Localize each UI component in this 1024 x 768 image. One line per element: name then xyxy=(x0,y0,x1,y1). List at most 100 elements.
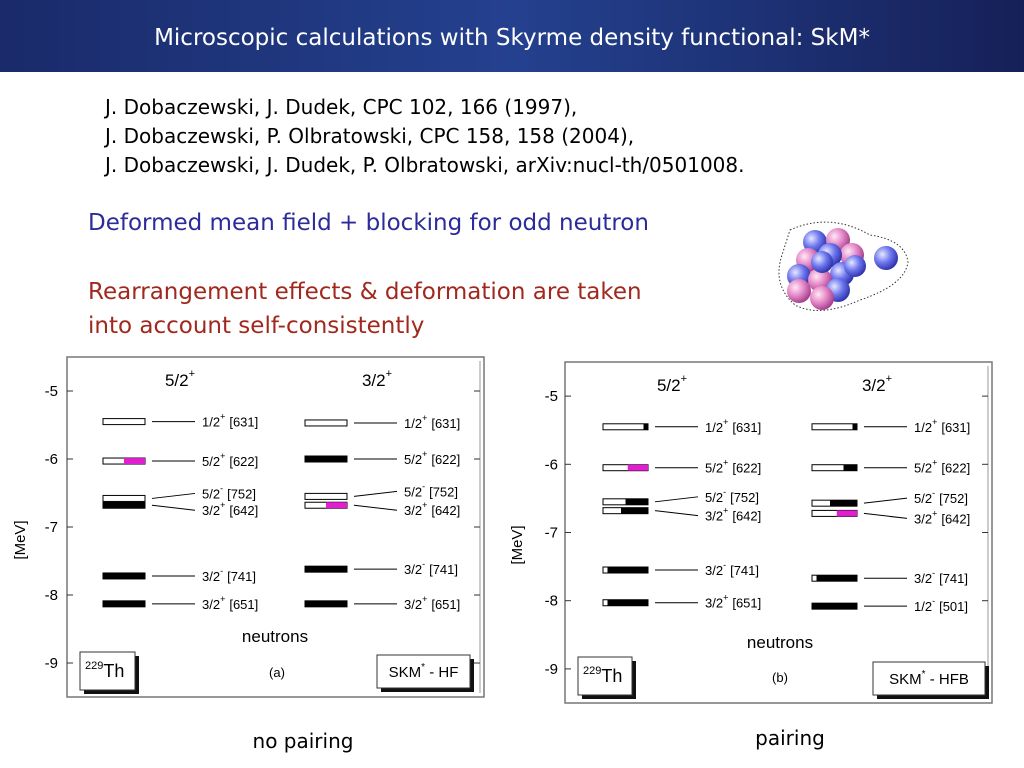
level-label: 1/2+ [631] xyxy=(914,417,970,435)
level-occupation xyxy=(836,510,857,517)
spin: 3/2 xyxy=(404,562,422,577)
parity: + xyxy=(386,368,392,380)
y-tick-label: -8 xyxy=(45,587,58,604)
caption: no pairing xyxy=(253,729,354,753)
spin: 5/2 xyxy=(404,484,422,499)
level-connector xyxy=(353,504,398,511)
parity: + xyxy=(422,449,427,459)
parity: + xyxy=(220,594,225,604)
element: Th xyxy=(601,666,622,686)
y-axis-label: [MeV] xyxy=(509,525,526,564)
parity: + xyxy=(932,417,937,427)
y-tick-label: -6 xyxy=(45,451,58,468)
nucleus-label: 229Th xyxy=(583,665,622,686)
level-connector xyxy=(863,512,908,519)
level-occupation xyxy=(607,567,648,574)
spin: 3/2 xyxy=(202,569,220,584)
nilsson: [741] xyxy=(227,569,256,584)
level-occupation xyxy=(627,464,648,471)
reference: J. Dobaczewski, J. Dudek, CPC 102, 166 (… xyxy=(103,95,577,119)
level-label: 3/2+ [642] xyxy=(705,506,761,524)
nucleus-label: 229Th xyxy=(85,660,124,681)
level-bar xyxy=(811,423,858,431)
spin: 3/2 xyxy=(914,511,932,526)
slide-title: Microscopic calculations with Skyrme den… xyxy=(154,25,870,51)
column-title: 3/2+ xyxy=(862,373,892,395)
level-bar xyxy=(304,419,348,427)
nilsson: [642] xyxy=(732,509,761,524)
column-title: 5/2+ xyxy=(165,368,195,390)
nilsson: [631] xyxy=(732,420,761,435)
level-occupation xyxy=(305,456,347,462)
level-occupation xyxy=(607,599,648,606)
spin: 5/2 xyxy=(165,371,189,390)
spin: 1/2 xyxy=(202,415,220,430)
level-occupation xyxy=(852,423,857,430)
level-bar xyxy=(602,423,649,431)
y-tick-label: -8 xyxy=(545,593,558,610)
parity: + xyxy=(932,458,937,468)
model-star: * xyxy=(421,662,425,673)
level-occupation xyxy=(326,502,347,509)
y-tick-label: -9 xyxy=(545,661,558,678)
parity: - xyxy=(220,483,223,493)
level-label: 1/2- [501] xyxy=(914,596,968,614)
nilsson: [642] xyxy=(229,503,258,518)
model-box xyxy=(872,661,986,696)
model-label: SKM* - HF xyxy=(389,662,459,681)
level-label: 5/2+ [622] xyxy=(914,458,970,476)
nilsson: [622] xyxy=(732,461,761,476)
spin: 5/2 xyxy=(914,491,932,506)
panel-tag: (b) xyxy=(772,670,788,685)
spin: 5/2 xyxy=(202,454,220,469)
model-label: SKM* - HFB xyxy=(889,669,969,688)
spin: 3/2 xyxy=(404,503,422,518)
spin: 5/2 xyxy=(914,461,932,476)
level-label: 5/2+ [622] xyxy=(705,458,761,476)
nilsson: [752] xyxy=(730,490,759,505)
model-name: SKM xyxy=(389,664,422,681)
spin: 3/2 xyxy=(705,563,723,578)
level-label: 3/2- [741] xyxy=(404,559,458,577)
level-occupation xyxy=(816,575,857,582)
nilsson: [622] xyxy=(941,461,970,476)
level-label: 3/2+ [642] xyxy=(202,500,258,518)
nilsson: [631] xyxy=(941,420,970,435)
parity: + xyxy=(220,412,225,422)
spin: 1/2 xyxy=(404,416,422,431)
level-occupation xyxy=(305,600,347,607)
parity: - xyxy=(723,487,726,497)
level-label: 5/2- [752] xyxy=(202,483,256,501)
level-connector xyxy=(654,496,699,503)
level-label: 3/2+ [651] xyxy=(404,594,460,612)
nilsson: [631] xyxy=(229,415,258,430)
level-occupation xyxy=(103,572,145,579)
level-label: 5/2- [752] xyxy=(705,487,759,505)
y-tick-label: -5 xyxy=(45,383,58,400)
level-connector xyxy=(151,504,196,511)
nilsson: [622] xyxy=(431,452,460,467)
parity: + xyxy=(422,594,427,604)
parity: - xyxy=(932,568,935,578)
note-red: Rearrangement effects & deformation are … xyxy=(88,279,642,305)
level-label: 5/2+ [622] xyxy=(404,449,460,467)
level-connector xyxy=(151,492,196,499)
element: Th xyxy=(103,661,124,681)
parity: + xyxy=(422,500,427,510)
nucleus-box xyxy=(79,651,136,691)
y-tick-label: -5 xyxy=(545,388,558,405)
x-axis-label: neutrons xyxy=(242,627,308,646)
spin: 5/2 xyxy=(705,461,723,476)
parity: + xyxy=(189,368,195,380)
level-label: 5/2- [752] xyxy=(914,488,968,506)
level-label: 1/2+ [631] xyxy=(705,417,761,435)
y-axis-label: [MeV] xyxy=(12,520,29,559)
spin: 3/2 xyxy=(705,596,723,611)
reference: J. Dobaczewski, P. Olbratowski, CPC 158,… xyxy=(103,124,634,148)
spin: 3/2 xyxy=(404,597,422,612)
spin: 3/2 xyxy=(914,571,932,586)
parity: + xyxy=(723,458,728,468)
level-occupation xyxy=(843,464,857,471)
level-label: 5/2- [752] xyxy=(404,481,458,499)
